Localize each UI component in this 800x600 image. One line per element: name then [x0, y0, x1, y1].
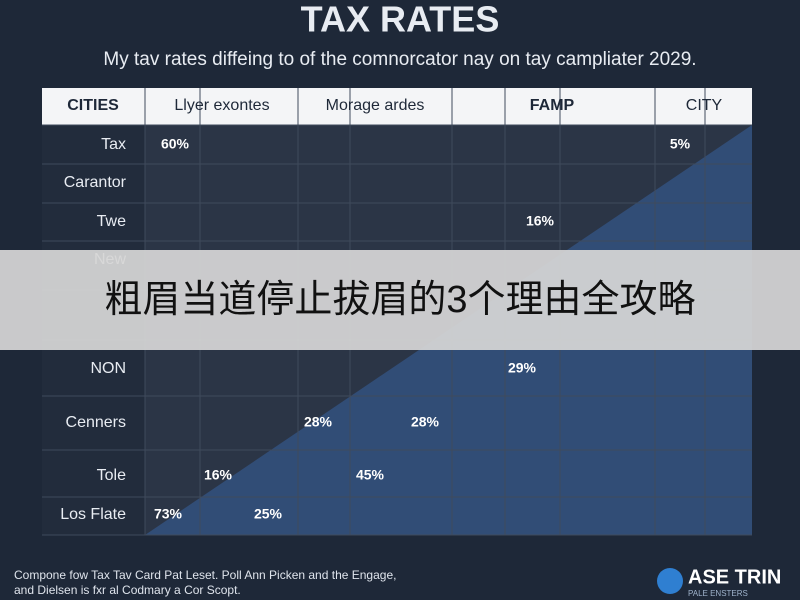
row-label: Los Flate — [60, 506, 126, 523]
logo-name: ASE TRIN — [688, 566, 781, 588]
footer-line: Compone fow Tax Tav Card Pat Leset. Poll… — [14, 568, 396, 582]
cell-value: 45% — [356, 467, 385, 483]
row-label: Tax — [101, 136, 126, 153]
logo-tagline: PALE ENSTERS — [688, 589, 748, 598]
table-header — [42, 88, 752, 125]
cell-value: 73% — [154, 506, 183, 522]
row-label: NON — [90, 360, 126, 377]
footer-line: and Dielsen is fxr al Codmary a Cor Scop… — [14, 583, 241, 597]
cell-value: 16% — [204, 467, 233, 483]
cell-value: 28% — [411, 414, 440, 430]
column-header: FAMP — [530, 97, 575, 114]
cell-value: 25% — [254, 506, 283, 522]
cell-value: 60% — [161, 136, 190, 152]
column-header: Llyer exontes — [174, 97, 269, 114]
column-header: Morage ardes — [326, 97, 425, 114]
row-label: Carantor — [64, 174, 127, 191]
logo-icon — [657, 568, 683, 594]
row-label: Tole — [97, 467, 126, 484]
title: TAX RATES — [301, 0, 500, 40]
row-label: Twe — [97, 213, 126, 230]
cell-value: 29% — [508, 360, 537, 376]
banner — [0, 250, 800, 350]
column-header: CITIES — [67, 97, 119, 114]
cell-value: 28% — [304, 414, 333, 430]
cell-value: 5% — [670, 136, 691, 152]
banner-text: 粗眉当道停止拔眉的3个理由全攻略 — [104, 279, 695, 321]
cell-value: 16% — [526, 213, 555, 229]
subtitle: My tav rates diffeing to of the comnorca… — [103, 49, 696, 70]
row-label: Cenners — [66, 414, 126, 431]
column-header: CITY — [686, 97, 723, 114]
